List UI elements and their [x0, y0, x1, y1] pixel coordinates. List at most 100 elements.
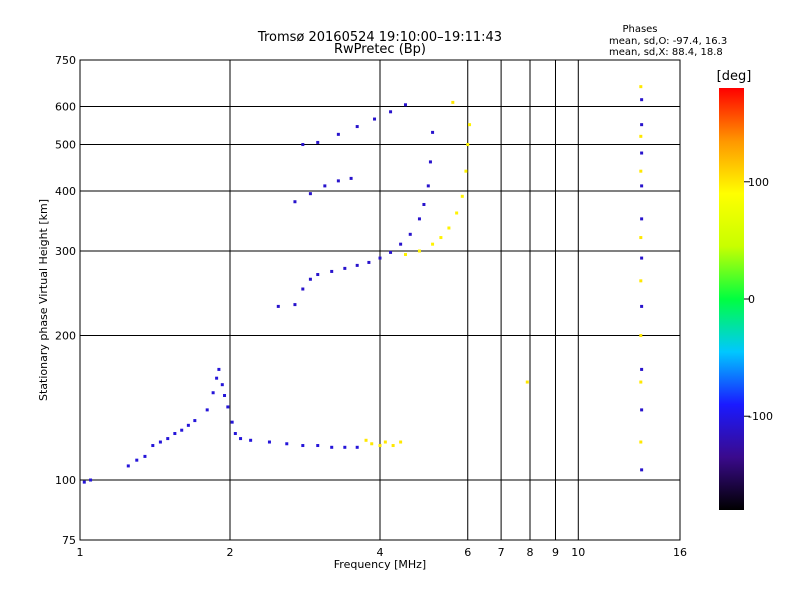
data-point	[640, 408, 644, 412]
y-tick-label: 200	[55, 330, 76, 343]
data-point	[364, 438, 368, 442]
data-point	[301, 143, 305, 147]
series-1	[364, 438, 403, 448]
data-point	[639, 134, 643, 138]
data-point	[186, 423, 190, 427]
data-point	[158, 440, 162, 444]
data-point	[640, 184, 644, 188]
colorbar-tick-label: 100	[748, 176, 769, 189]
data-point	[640, 468, 644, 472]
data-point	[349, 176, 353, 180]
data-point	[135, 458, 139, 462]
data-point	[367, 260, 371, 264]
x-axis: 1 2 4 6 8 10 16 7 9	[77, 546, 688, 559]
data-point	[640, 256, 644, 260]
data-point	[640, 217, 644, 221]
data-point	[639, 236, 643, 240]
data-point	[193, 419, 197, 423]
data-point	[460, 194, 464, 198]
data-point	[391, 444, 395, 448]
x-tick-label: 16	[673, 546, 687, 559]
data-point	[431, 130, 435, 134]
data-point	[383, 440, 387, 444]
data-point	[82, 480, 86, 484]
colorbar-tick-label: 0	[748, 293, 755, 306]
series-0	[82, 367, 359, 484]
data-point	[301, 287, 305, 291]
data-point	[639, 279, 643, 283]
data-point	[223, 394, 227, 398]
data-point	[267, 440, 271, 444]
data-points	[82, 85, 644, 484]
chart-title: Tromsø 20160524 19:10:00–19:11:43	[257, 30, 502, 45]
data-point	[639, 380, 643, 384]
data-point	[639, 169, 643, 173]
data-point	[316, 140, 320, 144]
y-tick-label: 75	[62, 534, 76, 547]
colorbar-ticks: 100 0 -100	[744, 176, 773, 423]
data-point	[276, 304, 280, 308]
data-point	[640, 123, 644, 127]
data-point	[308, 277, 312, 281]
data-point	[639, 440, 643, 444]
data-point	[468, 123, 472, 127]
data-point	[639, 85, 643, 89]
data-point	[639, 334, 643, 338]
data-point	[285, 442, 289, 446]
data-point	[301, 444, 305, 448]
series-6	[451, 85, 643, 444]
data-point	[323, 184, 327, 188]
y-tick-label: 600	[55, 101, 76, 114]
data-point	[464, 169, 468, 173]
data-point	[426, 184, 430, 188]
data-point	[173, 432, 177, 436]
colorbar	[719, 88, 744, 510]
data-point	[215, 376, 219, 380]
y-tick-label: 300	[55, 245, 76, 258]
data-point	[370, 442, 374, 446]
y-tick-label: 400	[55, 185, 76, 198]
data-point	[640, 98, 644, 102]
colorbar-label: [deg]	[717, 69, 752, 84]
data-point	[293, 200, 297, 204]
data-point	[431, 242, 435, 246]
data-point	[230, 420, 234, 424]
data-point	[220, 383, 224, 387]
data-point	[316, 444, 320, 448]
data-point	[166, 437, 170, 441]
colorbar-tick-label: -100	[748, 410, 773, 423]
data-point	[373, 117, 377, 121]
series-4	[293, 103, 407, 204]
data-point	[249, 438, 253, 442]
data-point	[126, 464, 130, 468]
data-point	[640, 367, 644, 371]
x-tick-label: 7	[498, 546, 505, 559]
data-point	[355, 263, 359, 267]
data-point	[330, 269, 334, 273]
data-point	[293, 303, 297, 307]
series-2	[276, 130, 435, 308]
x-tick-label: 9	[552, 546, 559, 559]
data-point	[233, 432, 237, 436]
x-tick-label: 1	[77, 546, 84, 559]
y-axis-label: Stationary phase Virtual Height [km]	[37, 199, 50, 401]
x-axis-label: Frequency [MHz]	[334, 558, 426, 571]
data-point	[428, 160, 432, 164]
data-point	[422, 202, 426, 206]
data-point	[226, 405, 230, 409]
data-point	[355, 125, 359, 129]
data-point	[89, 478, 93, 482]
data-point	[439, 236, 443, 240]
phases-o-stats: mean, sd,O: -97.4, 16.3	[609, 36, 727, 47]
data-point	[640, 304, 644, 308]
y-tick-label: 500	[55, 139, 76, 152]
data-point	[378, 256, 382, 260]
data-point	[640, 151, 644, 155]
series-5	[640, 98, 644, 472]
y-tick-label: 750	[55, 54, 76, 67]
data-point	[525, 380, 529, 384]
gridlines	[80, 60, 680, 540]
data-point	[408, 232, 412, 236]
plot-area-frame	[79, 59, 681, 541]
